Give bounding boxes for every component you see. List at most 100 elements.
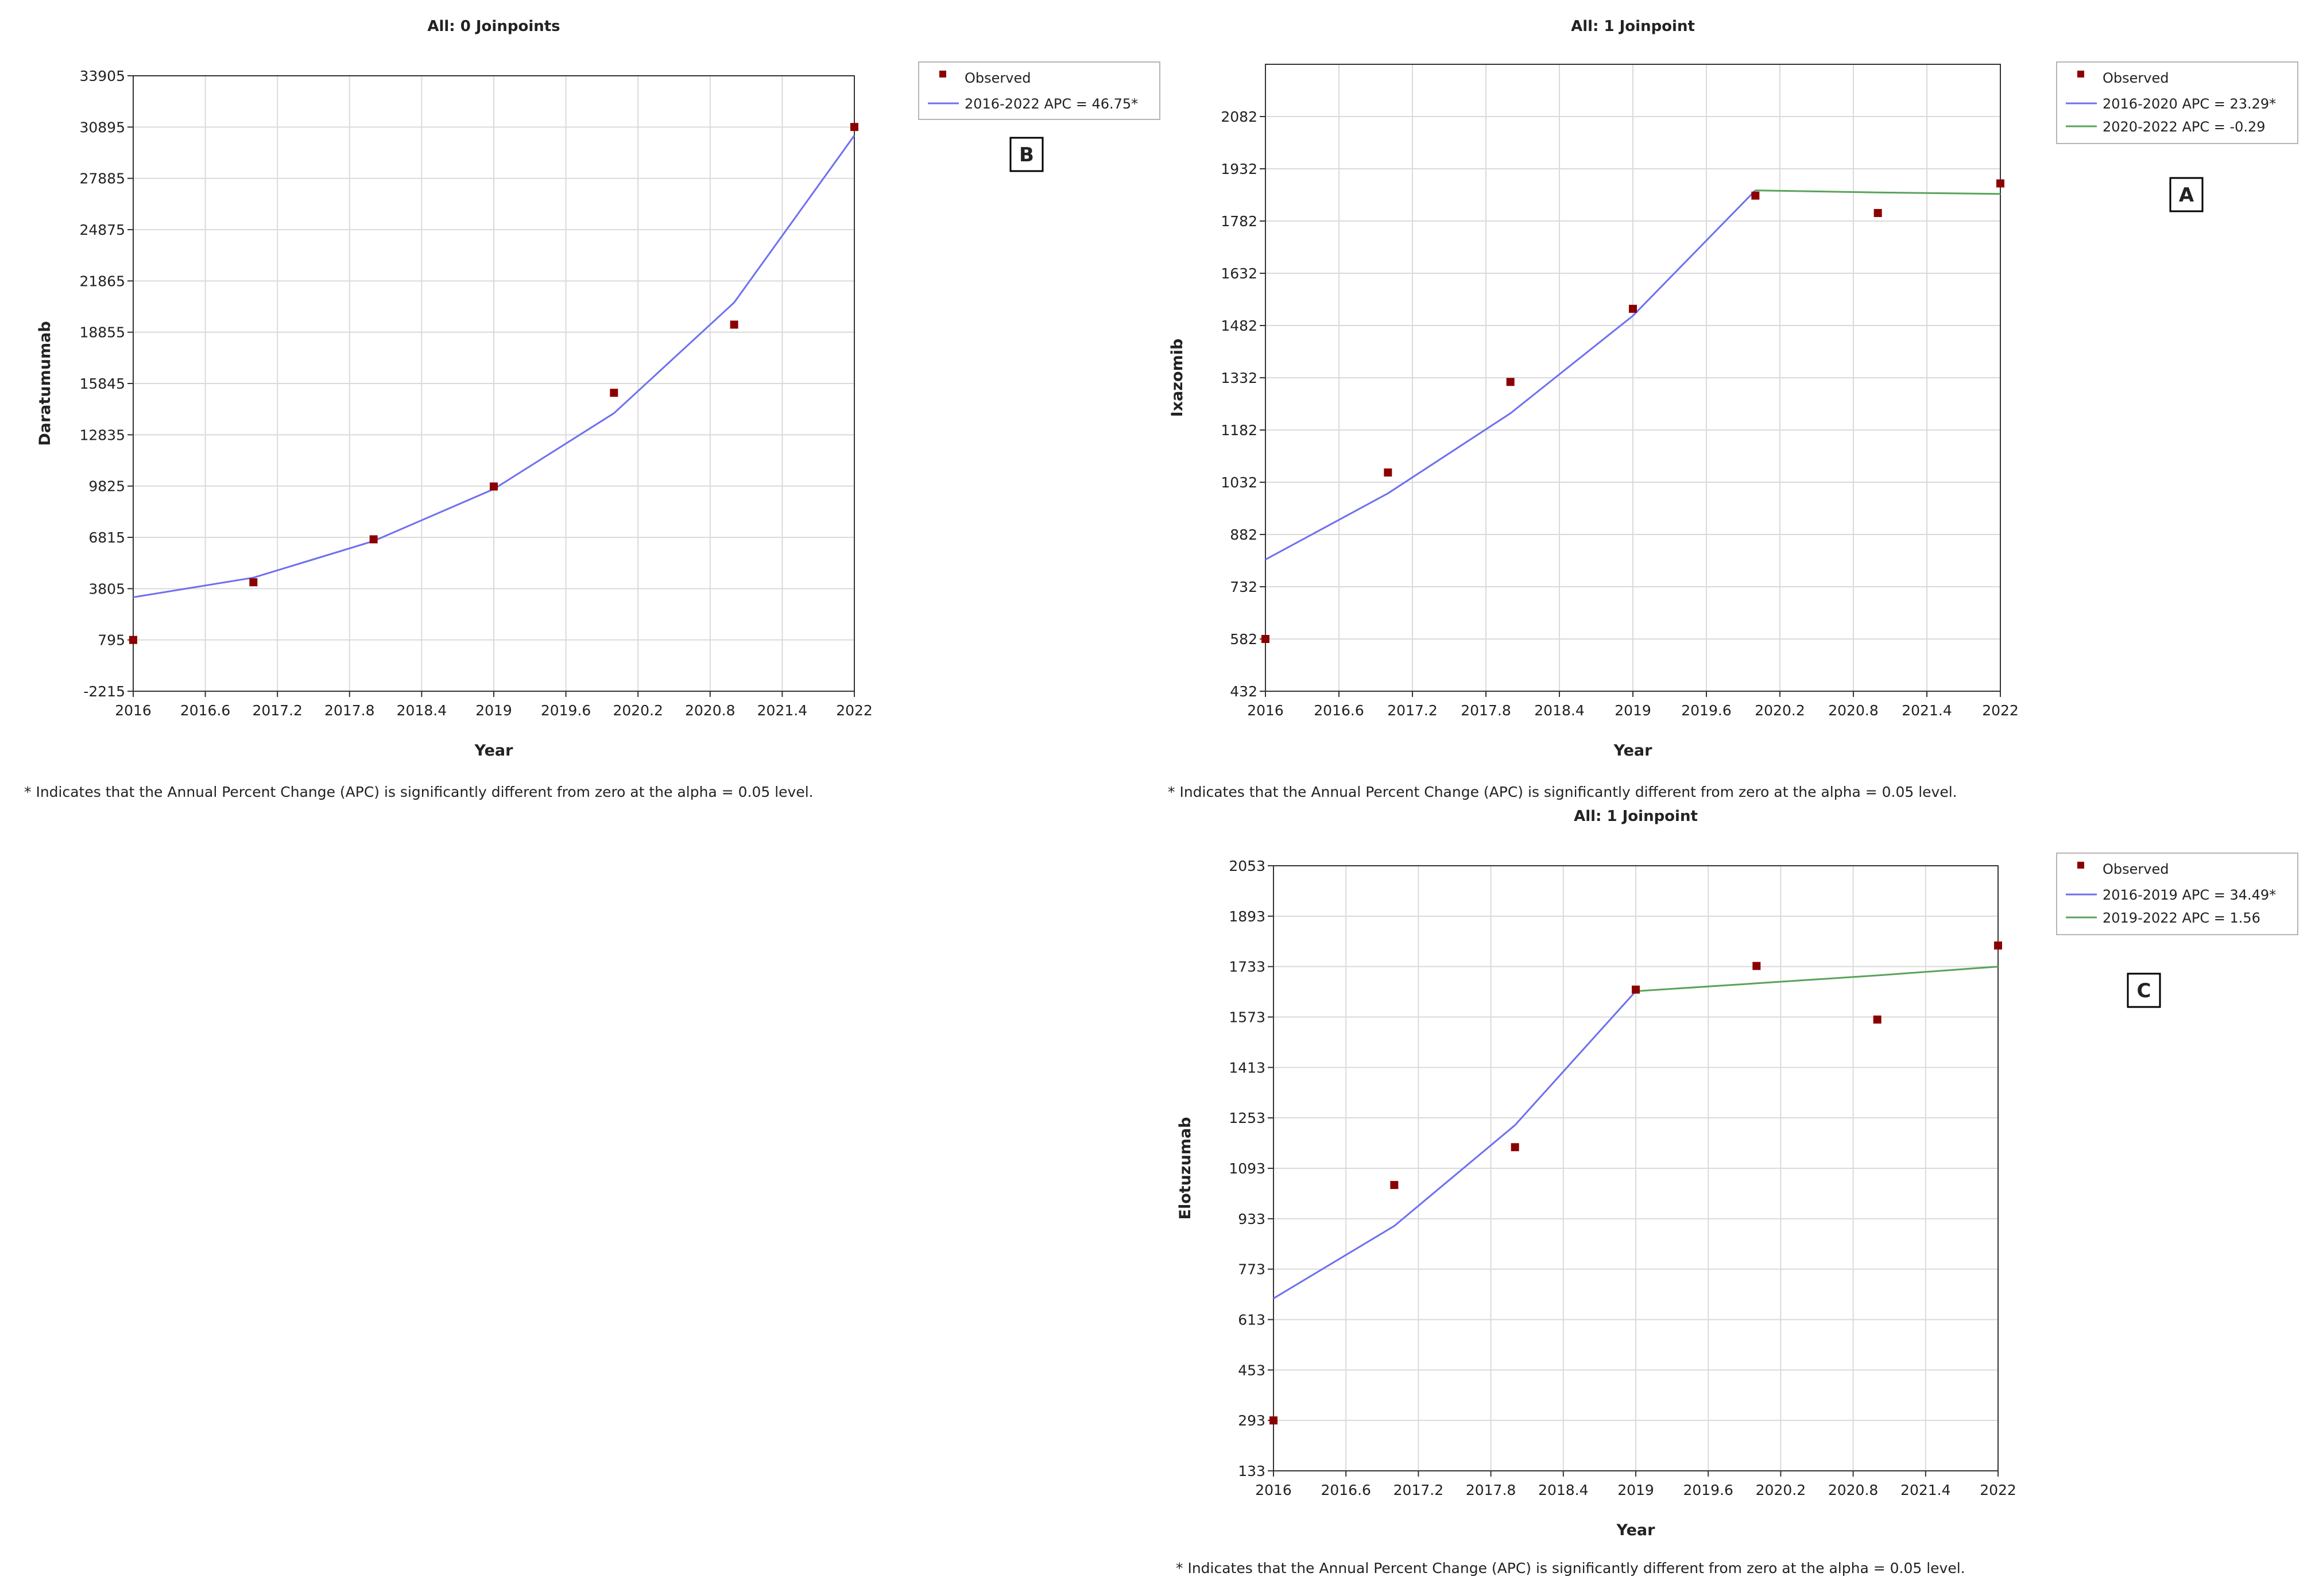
y-axis-label: Elotuzumab	[1176, 1117, 1194, 1220]
observed-point	[1629, 304, 1637, 313]
observed-point	[1873, 209, 1882, 218]
y-tick-label: 6815	[88, 529, 125, 546]
y-tick-label: 1093	[1229, 1160, 1265, 1177]
observed-point	[610, 389, 618, 397]
observed-point	[1384, 468, 1392, 477]
panel-label-box	[1009, 137, 1044, 172]
y-tick-label: 24875	[79, 222, 125, 238]
y-tick-label: 882	[1230, 526, 1257, 543]
series-line-1	[1273, 990, 1637, 1299]
y-tick-label: 27885	[79, 171, 125, 187]
observed-point	[369, 535, 378, 544]
observed-point	[1751, 191, 1760, 200]
observed-point	[249, 578, 258, 587]
y-tick-label: 773	[1238, 1261, 1265, 1278]
observed-point	[490, 482, 498, 491]
chart-title: All: 1 Joinpoint	[1574, 808, 1698, 825]
y-tick-label: 1182	[1221, 422, 1257, 439]
x-tick-label: 2016.6	[1314, 702, 1364, 719]
observed-point	[730, 320, 738, 329]
x-tick-label: 2019	[1617, 1482, 1654, 1498]
observed-point	[1632, 985, 1640, 994]
panel-label: A	[2179, 184, 2194, 207]
x-tick-label: 2020.2	[1756, 1482, 1806, 1498]
chart-title: All: 1 Joinpoint	[1571, 18, 1695, 35]
legend: Observed 2016-2020 APC = 23.29* 2020-2022 …	[2056, 61, 2298, 144]
footnote: * Indicates that the Annual Percent Chan…	[24, 784, 814, 800]
y-tick-label: 1782	[1221, 213, 1257, 230]
legend-observed-marker	[2077, 71, 2084, 78]
y-tick-label: 1573	[1229, 1009, 1265, 1026]
y-tick-label: 2053	[1229, 858, 1265, 874]
x-tick-label: 2020.8	[1828, 1482, 1878, 1498]
observed-point	[1390, 1181, 1399, 1190]
y-tick-label: 432	[1230, 683, 1257, 700]
y-tick-label: 1413	[1229, 1059, 1265, 1076]
observed-point	[1752, 962, 1761, 970]
observed-point	[1511, 1143, 1519, 1152]
series-line-2	[1635, 966, 1999, 992]
chart-title: All: 0 Joinpoints	[427, 18, 560, 35]
legend-series-label: 2016-2022 APC = 46.75*	[965, 96, 1138, 112]
x-tick-label: 2017.8	[324, 702, 374, 719]
legend-observed-label: Observed	[2103, 861, 2169, 877]
observed-point	[1996, 179, 2004, 188]
x-tick-label: 2020.2	[613, 702, 663, 719]
x-tick-label: 2018.4	[1534, 702, 1584, 719]
series-line-2	[1755, 189, 2001, 195]
panel-label-box	[2169, 177, 2204, 212]
chart-daratumumab: All: 0 Joinpoints 2016 2016.6 2017.2 2017.8 2…	[24, 18, 1160, 800]
y-tick-label: 21865	[79, 273, 125, 289]
y-tick-label: 1332	[1221, 370, 1257, 386]
y-axis-label: Ixazomib	[1168, 339, 1186, 417]
y-tick-label: 933	[1238, 1211, 1265, 1227]
observed-point	[129, 636, 137, 644]
x-tick-label: 2022	[836, 702, 873, 719]
legend: Observed 2016-2019 APC = 34.49* 2019-2022 …	[2056, 853, 2298, 935]
x-axis-label: Year	[474, 742, 514, 760]
plot-frame	[133, 75, 855, 692]
panel-label: C	[2137, 979, 2151, 1002]
y-tick-label: 1893	[1229, 908, 1265, 925]
x-tick-label: 2021.4	[1902, 702, 1952, 719]
legend-series-label: 2016-2020 APC = 23.29*	[2103, 96, 2276, 112]
chart-elotuzumab: All: 1 Joinpoint 2016 2016.6 2017.2 2017.8 20…	[1176, 808, 2298, 1576]
y-tick-label: 293	[1238, 1412, 1265, 1429]
legend-series-label: 2019-2022 APC = 1.56	[2103, 910, 2260, 926]
x-axis-label: Year	[1616, 1521, 1656, 1539]
legend-observed-marker	[939, 71, 946, 78]
observed-point	[1506, 378, 1515, 386]
y-tick-label: 9825	[88, 478, 125, 495]
panel-label: B	[1019, 144, 1034, 166]
y-tick-label: 453	[1238, 1362, 1265, 1378]
x-tick-label: 2017.2	[1387, 702, 1437, 719]
x-tick-label: 2016.6	[1321, 1482, 1371, 1498]
y-tick-label: 1032	[1221, 474, 1257, 491]
y-tick-label: 1932	[1221, 161, 1257, 177]
observed-point	[850, 123, 858, 131]
legend-series-label: 2020-2022 APC = -0.29	[2103, 119, 2266, 135]
y-tick-label: 613	[1238, 1312, 1265, 1328]
y-tick-label: 33905	[79, 68, 125, 84]
x-tick-label: 2018.4	[1538, 1482, 1588, 1498]
observed-point	[1269, 1416, 1277, 1425]
y-tick-label: 18855	[79, 324, 125, 341]
y-tick-label: 582	[1230, 631, 1257, 648]
x-tick-label: 2019.6	[1681, 702, 1731, 719]
y-tick-label: 1632	[1221, 265, 1257, 282]
y-tick-label: 795	[98, 632, 125, 649]
observed-point	[1261, 635, 1269, 643]
legend-observed-label: Observed	[965, 70, 1031, 86]
y-tick-label: 2082	[1221, 109, 1257, 125]
y-tick-label: 12835	[79, 427, 125, 443]
x-tick-label: 2021.4	[757, 702, 807, 719]
y-tick-label: 3805	[88, 580, 125, 597]
x-tick-label: 2019	[1615, 702, 1651, 719]
x-tick-label: 2016	[1255, 1482, 1292, 1498]
plot-frame	[1265, 64, 2001, 692]
x-tick-label: 2021.4	[1900, 1482, 1950, 1498]
panel-label-box	[2127, 973, 2161, 1008]
legend: Observed 2016-2022 APC = 46.75*	[918, 61, 1160, 120]
x-tick-label: 2018.4	[397, 702, 447, 719]
series-line-1	[1265, 189, 1756, 561]
